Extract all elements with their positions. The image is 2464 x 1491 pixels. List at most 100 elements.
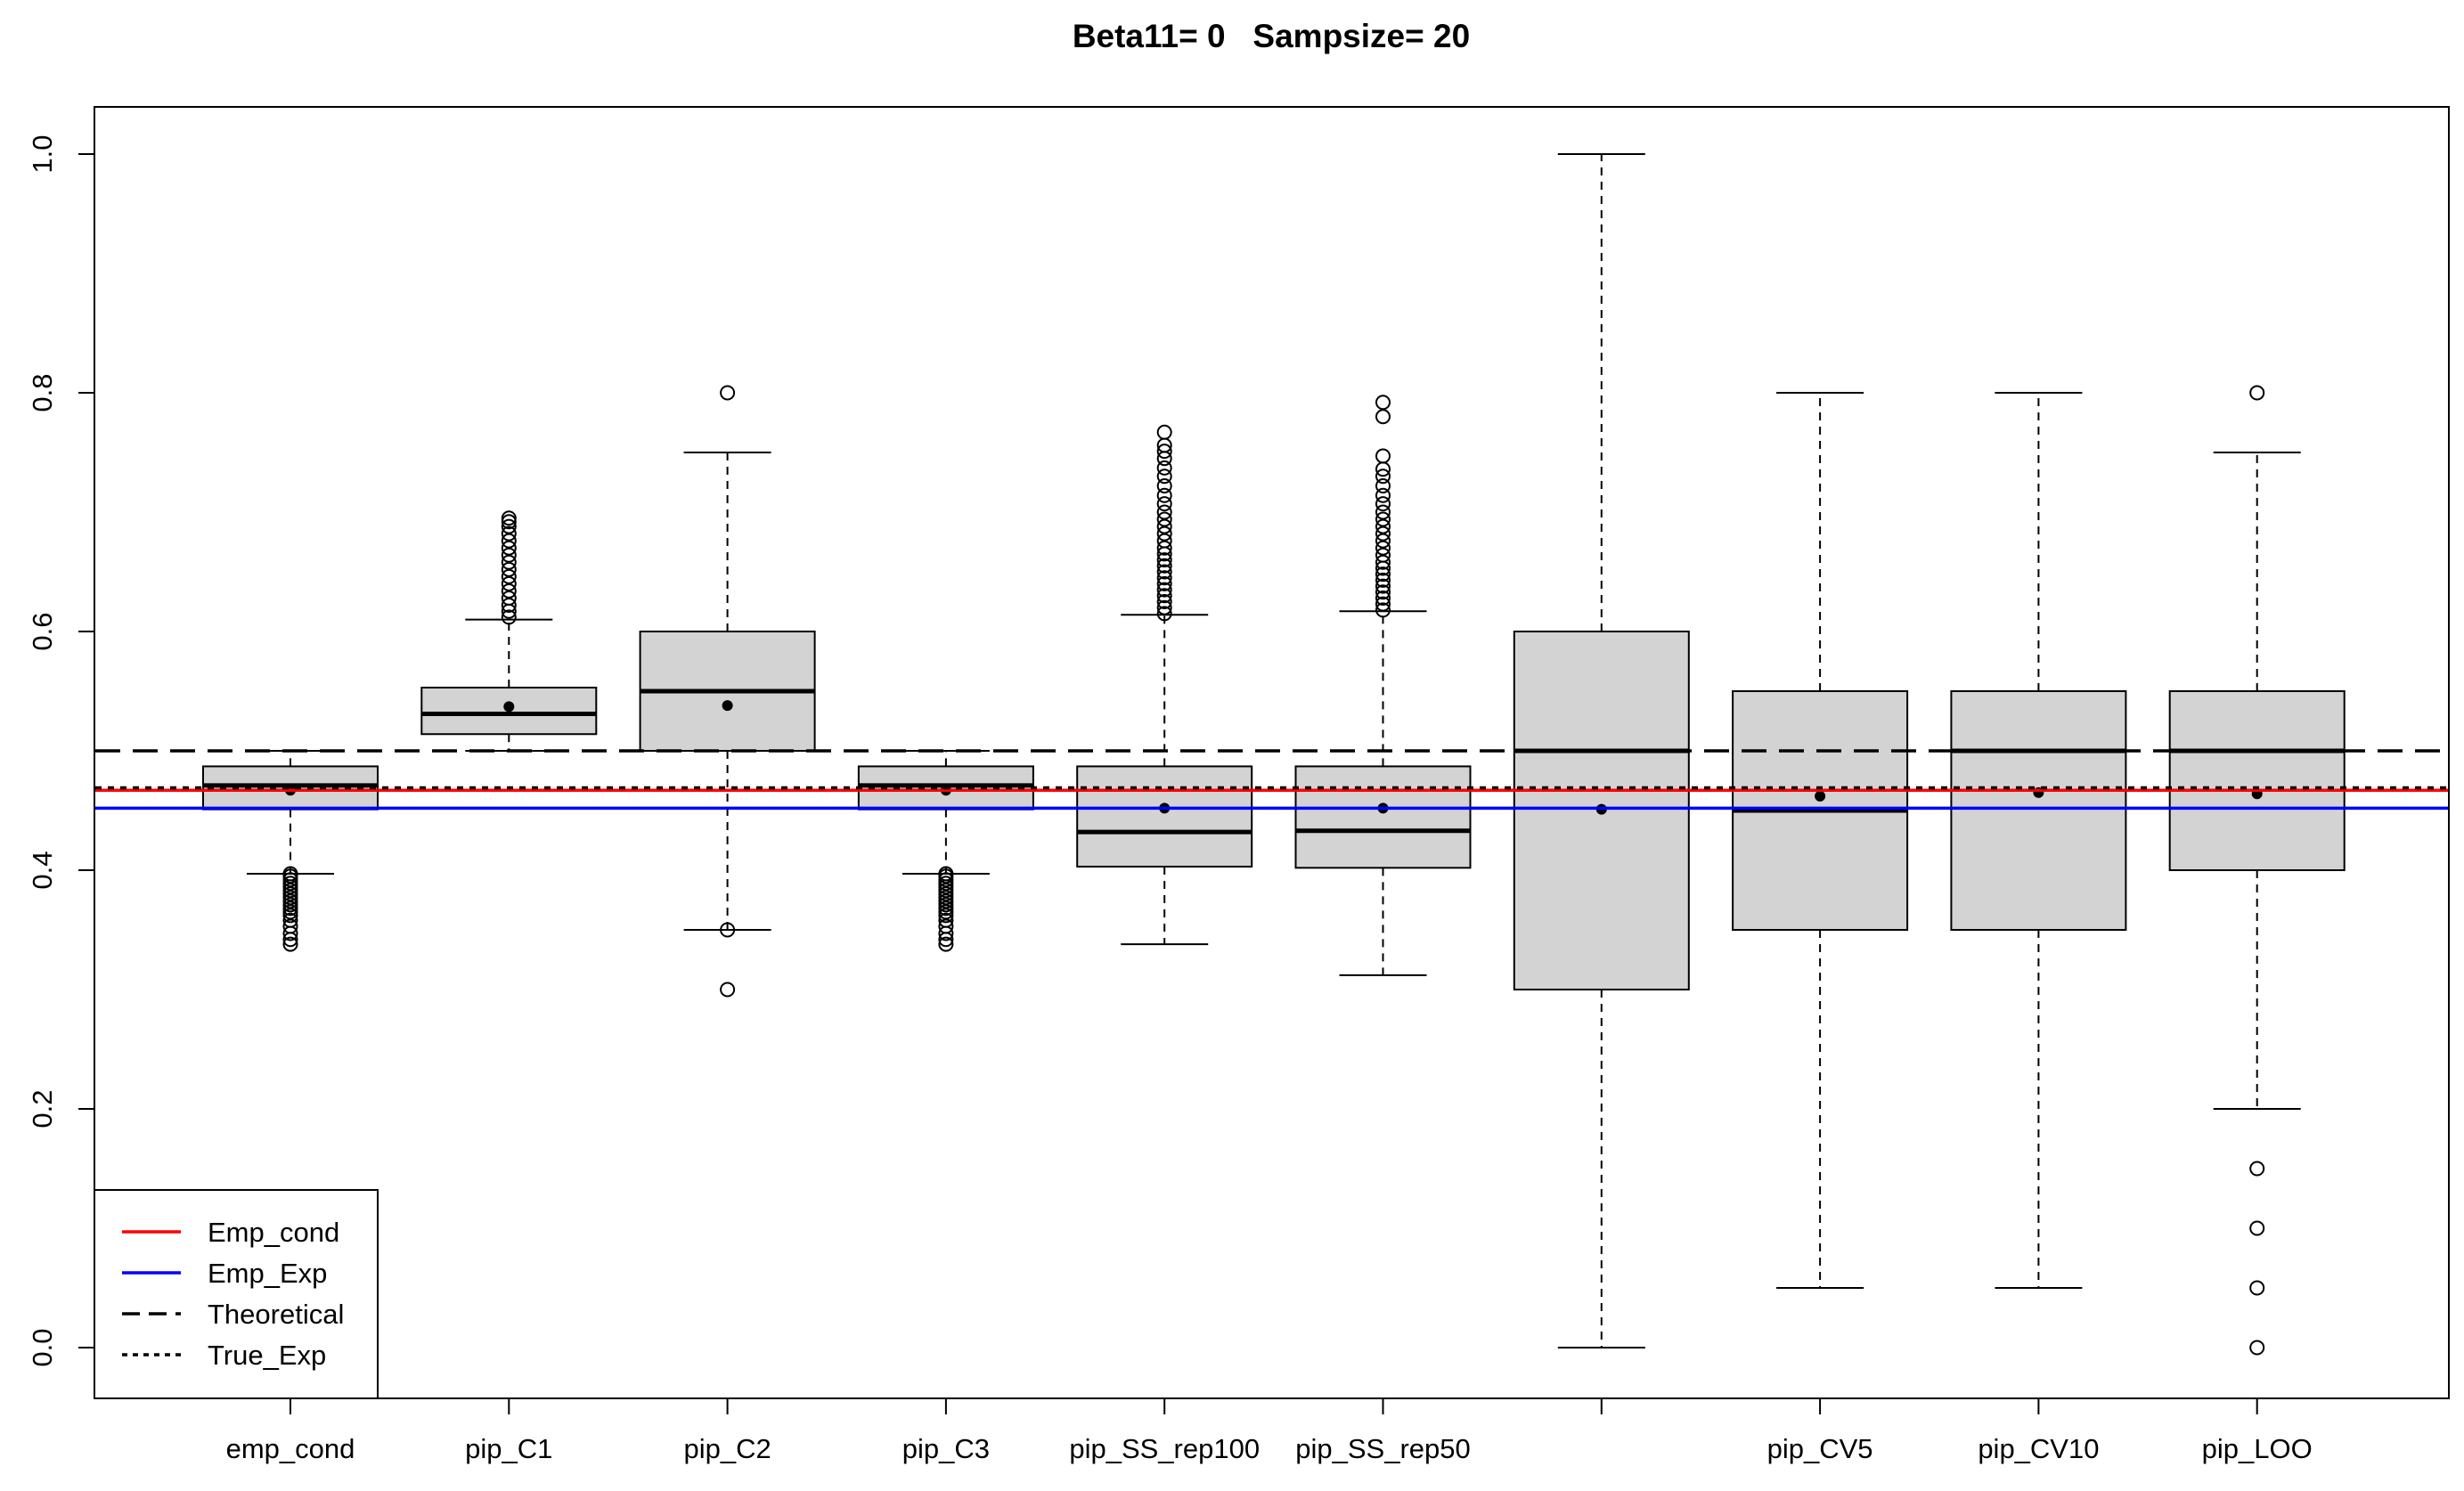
outlier-point xyxy=(282,893,298,909)
outlier-point xyxy=(1156,444,1172,460)
outlier-point xyxy=(282,925,298,941)
outlier-point xyxy=(501,568,517,584)
x-tick-label: pip_CV5 xyxy=(1767,1433,1873,1464)
outlier-point xyxy=(1156,518,1172,534)
x-tick-label: pip_CV10 xyxy=(1978,1433,2099,1464)
outlier-point xyxy=(1375,395,1391,411)
outlier-point xyxy=(1156,526,1172,542)
boxplot-pip_CV5 xyxy=(1732,392,1909,1289)
outlier-point xyxy=(501,514,517,530)
outlier-point xyxy=(938,868,954,884)
legend-box xyxy=(94,1189,379,1399)
boxplot-pip_SS_rep50 xyxy=(1294,395,1472,976)
outlier-point xyxy=(1375,511,1391,527)
outlier-point xyxy=(720,982,736,998)
outlier-point xyxy=(1156,570,1172,586)
outlier-point xyxy=(938,936,954,952)
outlier-point xyxy=(282,900,298,917)
outlier-point xyxy=(1156,478,1172,494)
outlier-point xyxy=(938,872,954,888)
mean-point xyxy=(1815,790,1826,802)
outlier-point xyxy=(1156,582,1172,598)
box-iqr xyxy=(1076,765,1253,868)
legend-label: True_Exp xyxy=(208,1340,326,1371)
x-tick-label: pip_SS_rep100 xyxy=(1069,1433,1260,1464)
outlier-point xyxy=(1156,487,1172,503)
outlier-point xyxy=(282,897,298,913)
boxplot-pip_C2 xyxy=(639,385,816,998)
x-axis: emp_cond pip_C1 pip_C2 pip_C3 pip_SS_rep100 p… xyxy=(226,1398,2313,1464)
x-tick-label: pip_LOO xyxy=(2202,1433,2313,1464)
y-tick-label: 0.2 xyxy=(27,1089,58,1128)
outlier-point xyxy=(1156,496,1172,512)
outlier-point xyxy=(938,876,954,892)
outlier-point xyxy=(1156,575,1172,591)
boxplot-pip_C1 xyxy=(420,510,598,752)
x-tick-label: pip_C3 xyxy=(902,1433,990,1464)
outlier-point xyxy=(938,932,954,948)
outlier-point xyxy=(282,932,298,948)
outlier-point xyxy=(1156,564,1172,580)
y-tick-label: 1.0 xyxy=(27,134,58,173)
outlier-point xyxy=(1375,596,1391,612)
outlier-point xyxy=(1375,448,1391,464)
boxplot-pip_C3 xyxy=(857,750,1034,952)
outlier-point xyxy=(282,908,298,924)
boxplot-emp_cond xyxy=(202,750,379,952)
legend-label: Emp_Exp xyxy=(208,1258,327,1289)
outlier-point xyxy=(1156,606,1172,622)
outlier-point xyxy=(1375,540,1391,556)
outlier-point xyxy=(501,598,517,614)
legend-label: Emp_cond xyxy=(208,1217,339,1248)
legend-label: Theoretical xyxy=(208,1299,344,1330)
outlier-point xyxy=(501,590,517,606)
outlier-point xyxy=(1156,540,1172,556)
outlier-point xyxy=(1156,504,1172,520)
outlier-point xyxy=(1375,409,1391,425)
y-tick-label: 0.6 xyxy=(27,612,58,650)
outlier-point xyxy=(501,547,517,563)
outlier-point xyxy=(1156,511,1172,527)
x-tick-label: pip_C1 xyxy=(465,1433,552,1464)
plot-frame xyxy=(94,106,2450,1399)
outlier-point xyxy=(282,886,298,902)
outlier-point xyxy=(501,533,517,549)
outlier-point xyxy=(282,904,298,920)
outlier-point xyxy=(282,879,298,895)
outlier-point xyxy=(1375,533,1391,549)
outlier-point xyxy=(501,510,517,526)
box-iqr xyxy=(2168,690,2346,871)
outlier-point xyxy=(501,540,517,556)
outlier-point xyxy=(1375,468,1391,485)
mean-point xyxy=(503,701,515,713)
outlier-point xyxy=(1156,460,1172,476)
outlier-point xyxy=(1375,504,1391,520)
outlier-point xyxy=(1156,552,1172,568)
outlier-point xyxy=(1375,487,1391,503)
outlier-point xyxy=(2249,385,2265,401)
outlier-point xyxy=(720,385,736,401)
outlier-point xyxy=(938,900,954,917)
outlier-point xyxy=(501,561,517,577)
chart-title: Beta11= 0 Sampsize= 20 xyxy=(1073,18,1470,54)
boxplot-unlabeled xyxy=(1513,153,1690,1348)
y-tick-label: 0.8 xyxy=(27,373,58,411)
x-tick-label: emp_cond xyxy=(226,1433,355,1464)
outlier-point xyxy=(282,868,298,884)
box-iqr xyxy=(1294,765,1472,869)
boxplot-pip_LOO xyxy=(2168,385,2346,1356)
box-iqr xyxy=(1950,690,2127,931)
outlier-point xyxy=(2249,1161,2265,1177)
outlier-point xyxy=(282,936,298,952)
mean-point xyxy=(722,700,733,712)
outlier-point xyxy=(282,883,298,899)
outlier-point xyxy=(938,883,954,899)
outlier-point xyxy=(2249,1280,2265,1296)
outlier-point xyxy=(501,526,517,542)
outlier-point xyxy=(1156,594,1172,609)
outlier-point xyxy=(1375,518,1391,534)
outlier-point xyxy=(1375,590,1391,606)
outlier-point xyxy=(1156,588,1172,604)
y-tick-label: 0.4 xyxy=(27,851,58,889)
